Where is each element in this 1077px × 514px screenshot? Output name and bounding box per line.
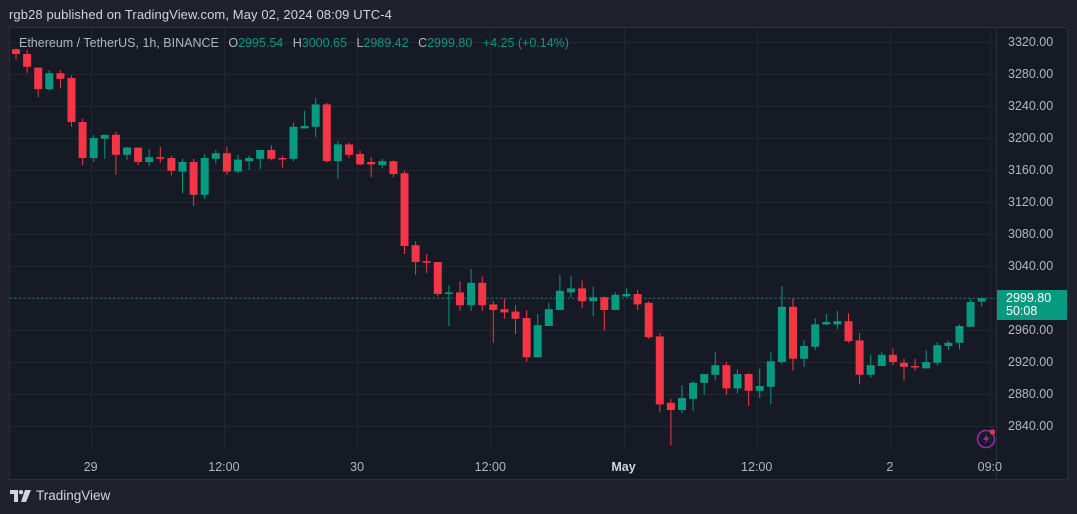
low-label: L xyxy=(356,36,364,50)
price-tick-label: 2880.00 xyxy=(1008,387,1054,401)
candlestick-chart xyxy=(10,28,996,451)
price-tick-label: 3320.00 xyxy=(1008,35,1054,49)
time-tick-label: 12:00 xyxy=(741,460,773,474)
published-caption: rgb28 published on TradingView.com, May … xyxy=(9,7,392,22)
high-value: 3000.65 xyxy=(301,36,347,50)
symbol-legend: Ethereum / TetherUS, 1h, BINANCE O2995.5… xyxy=(19,36,569,50)
tradingview-footer: TradingView xyxy=(10,488,110,503)
plot-area[interactable]: Ethereum / TetherUS, 1h, BINANCE O2995.5… xyxy=(10,28,996,451)
price-tick-label: 3200.00 xyxy=(1008,131,1054,145)
price-tick-label: 2920.00 xyxy=(1008,355,1054,369)
time-tick-label: 09:0 xyxy=(977,460,1002,474)
time-axis[interactable]: 29 12:00 30 12:00 May 12:00 2 09:0 xyxy=(10,451,1002,479)
time-tick-label: 12:00 xyxy=(474,460,506,474)
price-tick-label: 3280.00 xyxy=(1008,67,1054,81)
time-tick-label: 29 xyxy=(83,460,98,474)
low-value: 2989.42 xyxy=(363,36,409,50)
price-tick-label: 3120.00 xyxy=(1008,195,1054,209)
price-tick-label: 3040.00 xyxy=(1008,259,1054,273)
time-tick-label: 2 xyxy=(886,460,894,474)
price-tick-label: 2840.00 xyxy=(1008,419,1054,433)
last-price-badge: 2999.80 50:08 xyxy=(997,290,1067,321)
tradingview-logo-icon xyxy=(10,489,31,502)
bar-countdown: 50:08 xyxy=(1006,304,1038,319)
time-tick-label: 12:00 xyxy=(208,460,240,474)
last-price-value: 2999.80 xyxy=(1006,291,1052,306)
close-label: C xyxy=(418,36,428,50)
open-label: O xyxy=(228,36,239,50)
lightning-alert-icon[interactable] xyxy=(976,427,996,449)
change-value: +4.25 (+0.14%) xyxy=(482,36,569,50)
time-tick-label: May xyxy=(611,460,636,474)
chart-panel[interactable]: Ethereum / TetherUS, 1h, BINANCE O2995.5… xyxy=(9,27,1068,480)
close-value: 2999.80 xyxy=(427,36,473,50)
high-label: H xyxy=(292,36,302,50)
tradingview-brand: TradingView xyxy=(36,488,111,503)
price-tick-label: 2960.00 xyxy=(1008,323,1054,337)
time-tick-label: 30 xyxy=(350,460,365,474)
open-value: 2995.54 xyxy=(238,36,284,50)
price-tick-label: 3080.00 xyxy=(1008,227,1054,241)
symbol-title: Ethereum / TetherUS, 1h, BINANCE xyxy=(19,36,219,50)
price-axis[interactable]: 3320.00 3280.00 3240.00 3200.00 3160.00 3120.… xyxy=(996,28,1067,479)
price-tick-label: 3240.00 xyxy=(1008,99,1054,113)
price-tick-label: 3160.00 xyxy=(1008,163,1054,177)
